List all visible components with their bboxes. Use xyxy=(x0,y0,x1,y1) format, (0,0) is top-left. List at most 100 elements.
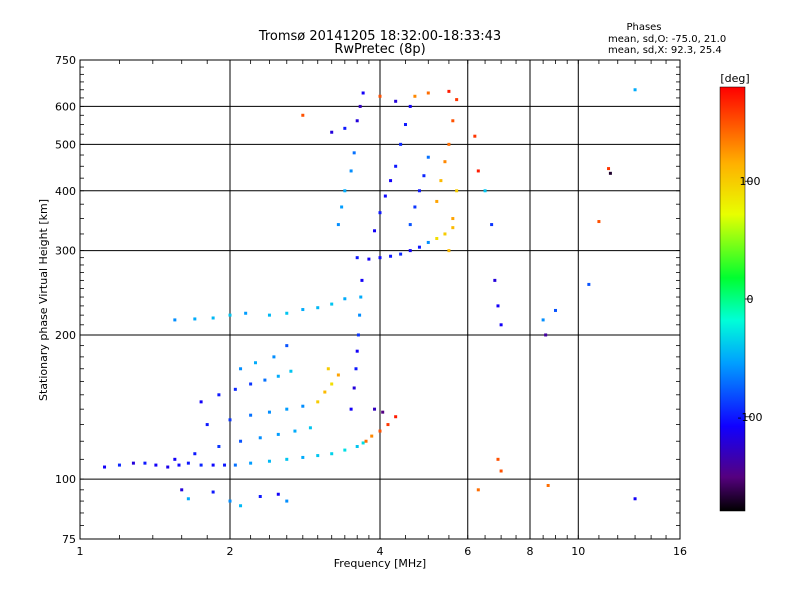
data-point xyxy=(217,393,221,397)
data-point xyxy=(359,295,363,299)
y-tick-label: 750 xyxy=(55,54,76,67)
data-point xyxy=(383,194,387,198)
y-tick-label: 500 xyxy=(55,138,76,151)
data-point xyxy=(343,448,347,452)
data-point xyxy=(426,155,430,159)
data-point xyxy=(263,378,267,382)
data-point xyxy=(249,461,253,465)
data-point xyxy=(301,455,305,459)
data-point xyxy=(381,410,385,414)
data-point xyxy=(553,308,557,312)
y-tick-label: 100 xyxy=(55,473,76,486)
data-point xyxy=(447,249,451,253)
x-tick-label: 16 xyxy=(673,545,687,558)
data-point xyxy=(285,311,289,315)
data-point xyxy=(358,104,362,108)
data-point xyxy=(289,369,293,373)
data-point xyxy=(499,323,503,327)
data-point xyxy=(367,257,371,261)
data-point xyxy=(173,457,177,461)
data-point xyxy=(352,151,356,155)
data-point xyxy=(496,304,500,308)
data-point xyxy=(447,142,451,146)
data-point xyxy=(394,164,398,168)
colorbar-label: [deg] xyxy=(720,72,749,85)
data-point xyxy=(443,160,447,164)
colorbar: [deg] 100 0 -100 xyxy=(719,72,763,512)
data-point xyxy=(426,91,430,95)
data-point xyxy=(193,317,197,321)
data-point xyxy=(399,142,403,146)
data-point xyxy=(267,459,271,463)
data-point xyxy=(451,226,455,230)
data-point xyxy=(399,252,403,256)
data-point xyxy=(244,311,248,315)
data-point xyxy=(356,333,360,337)
colorbar-tick-label: 0 xyxy=(747,293,754,306)
data-point xyxy=(455,98,459,102)
data-point xyxy=(493,278,497,282)
data-point xyxy=(326,367,330,371)
x-tick-label: 2 xyxy=(227,545,234,558)
data-point xyxy=(413,205,417,209)
data-point xyxy=(308,426,312,430)
y-tick-label: 400 xyxy=(55,185,76,198)
data-point xyxy=(340,205,344,209)
data-point xyxy=(355,349,359,353)
data-point xyxy=(544,333,548,337)
data-point xyxy=(349,407,353,411)
data-point xyxy=(177,463,181,467)
y-tick-label: 200 xyxy=(55,329,76,342)
data-point xyxy=(330,382,334,386)
data-point xyxy=(378,94,382,98)
data-point xyxy=(413,94,417,98)
data-point xyxy=(239,367,243,371)
data-point xyxy=(443,232,447,236)
data-point xyxy=(394,99,398,103)
data-point xyxy=(301,113,305,117)
phases-mean-o: mean, sd,O: -75.0, 21.0 xyxy=(608,34,726,45)
data-point xyxy=(483,189,487,193)
data-point xyxy=(435,236,439,240)
data-point xyxy=(546,483,550,487)
data-point xyxy=(301,308,305,312)
data-point xyxy=(343,189,347,193)
data-point xyxy=(233,463,237,467)
data-point xyxy=(117,463,121,467)
data-point xyxy=(587,282,591,286)
data-point xyxy=(272,355,276,359)
data-point xyxy=(193,452,197,456)
data-point xyxy=(211,316,215,320)
data-point xyxy=(349,169,353,173)
data-point xyxy=(267,313,271,317)
data-point xyxy=(276,374,280,378)
data-point xyxy=(394,415,398,419)
data-point xyxy=(373,407,377,411)
data-point xyxy=(451,217,455,221)
data-point xyxy=(343,126,347,130)
plot-area: 1 2 4 6 8 10 16 75 100 200 300 400 500 600 750 xyxy=(55,54,687,558)
data-point xyxy=(439,179,443,183)
data-point xyxy=(355,444,359,448)
data-point xyxy=(285,457,289,461)
data-point xyxy=(370,434,374,438)
colorbar-ticks: 100 0 -100 xyxy=(738,175,763,424)
data-point xyxy=(473,134,477,138)
data-point xyxy=(239,439,243,443)
data-point xyxy=(597,220,601,224)
colorbar-tick-label: 100 xyxy=(740,175,761,188)
data-point xyxy=(358,313,362,317)
chart-title: Tromsø 20141205 18:32:00-18:33:43 xyxy=(258,29,501,44)
data-point xyxy=(633,497,637,501)
data-point xyxy=(490,223,494,227)
data-point xyxy=(378,256,382,260)
data-point xyxy=(285,499,289,503)
data-point xyxy=(233,387,237,391)
data-point xyxy=(355,119,359,123)
data-point xyxy=(633,88,637,92)
data-point xyxy=(426,240,430,244)
data-point xyxy=(186,461,190,465)
data-point xyxy=(360,278,364,282)
y-tick-label: 600 xyxy=(55,100,76,113)
x-tick-label: 4 xyxy=(377,545,384,558)
